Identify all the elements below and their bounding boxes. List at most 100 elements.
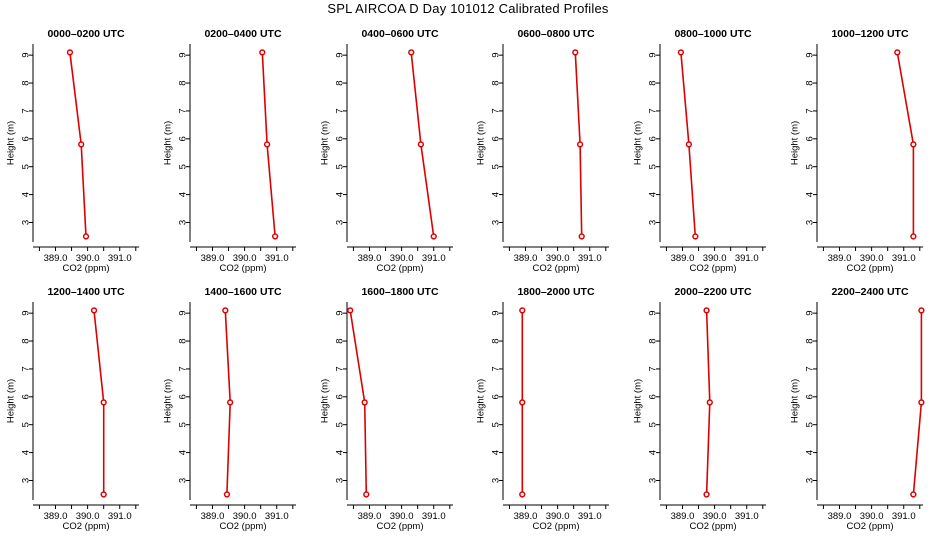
y-tick-label: 3 [491, 478, 502, 483]
data-point [100, 491, 107, 498]
x-tick-label: 391.0 [108, 253, 132, 264]
y-tick-label: 4 [335, 450, 346, 455]
figure-title: SPL AIRCOA D Day 101012 Calibrated Profi… [327, 1, 609, 16]
data-point [271, 233, 279, 240]
x-tick-label: 390.0 [76, 253, 100, 264]
y-tick-label: 8 [21, 80, 32, 85]
y-axis-label: Height (m) [320, 121, 331, 165]
y-tick-label: 5 [491, 164, 502, 169]
y-tick-label: 5 [805, 422, 816, 427]
y-tick-label: 9 [491, 53, 502, 58]
x-tick-label: 389.0 [828, 511, 852, 522]
panel-title: 1600–1800 UTC [361, 286, 438, 298]
panel-title: 0200–0400 UTC [204, 28, 281, 40]
y-tick-label: 8 [178, 80, 189, 85]
x-tick-label: 389.0 [671, 511, 695, 522]
y-tick-label: 8 [21, 338, 32, 343]
y-tick-label: 7 [335, 108, 346, 113]
data-point [347, 307, 354, 314]
y-tick-label: 4 [178, 192, 189, 197]
y-tick-label: 9 [21, 53, 32, 58]
x-tick-label: 389.0 [358, 253, 382, 264]
data-point [519, 491, 526, 498]
y-tick-label: 6 [491, 136, 502, 141]
y-tick-label: 5 [21, 164, 32, 169]
y-tick-label: 3 [648, 220, 659, 225]
y-tick-label: 4 [805, 450, 816, 455]
x-axis-label: CO2 (ppm) [377, 263, 424, 274]
y-tick-label: 9 [335, 311, 346, 316]
data-point [572, 49, 579, 56]
y-tick-label: 7 [648, 108, 659, 113]
y-tick-label: 9 [178, 311, 189, 316]
y-axis-label: Height (m) [320, 379, 331, 423]
data-point [910, 141, 917, 148]
x-tick-label: 389.0 [201, 253, 225, 264]
y-tick-label: 7 [178, 366, 189, 371]
x-axis-label: CO2 (ppm) [377, 521, 424, 532]
x-tick-label: 390.0 [546, 511, 570, 522]
x-tick-label: 390.0 [703, 253, 727, 264]
x-tick-label: 391.0 [578, 511, 602, 522]
x-tick-label: 391.0 [265, 253, 289, 264]
y-tick-label: 5 [178, 422, 189, 427]
data-point [519, 399, 526, 406]
y-tick-label: 6 [21, 136, 32, 141]
data-point [894, 49, 901, 56]
y-tick-label: 7 [491, 108, 502, 113]
y-tick-label: 9 [335, 53, 346, 58]
x-tick-label: 390.0 [233, 253, 257, 264]
x-tick-label: 391.0 [892, 511, 916, 522]
x-axis-label: CO2 (ppm) [690, 521, 737, 532]
x-tick-label: 389.0 [514, 511, 538, 522]
x-axis-label: CO2 (ppm) [220, 263, 267, 274]
y-tick-label: 4 [335, 192, 346, 197]
data-point [677, 49, 685, 56]
x-tick-label: 391.0 [265, 511, 289, 522]
y-tick-label: 4 [21, 450, 32, 455]
data-point [576, 141, 584, 148]
y-tick-label: 8 [805, 80, 816, 85]
x-axis-label: CO2 (ppm) [63, 263, 110, 274]
y-axis-label: Height (m) [6, 121, 17, 165]
y-tick-label: 7 [648, 366, 659, 371]
x-tick-label: 390.0 [860, 511, 884, 522]
y-tick-label: 7 [491, 366, 502, 371]
panel-title: 1800–2000 UTC [517, 286, 594, 298]
y-tick-label: 5 [491, 422, 502, 427]
y-tick-label: 6 [335, 394, 346, 399]
y-tick-label: 7 [805, 366, 816, 371]
y-axis-label: Height (m) [163, 121, 174, 165]
y-tick-label: 4 [21, 192, 32, 197]
x-tick-label: 391.0 [422, 511, 446, 522]
y-tick-label: 4 [805, 192, 816, 197]
y-tick-label: 5 [648, 164, 659, 169]
y-axis-label: Height (m) [476, 121, 487, 165]
x-tick-label: 391.0 [578, 253, 602, 264]
x-tick-label: 391.0 [735, 253, 759, 264]
y-tick-label: 4 [178, 450, 189, 455]
data-point [363, 491, 370, 498]
y-tick-label: 9 [805, 53, 816, 58]
x-tick-label: 389.0 [514, 253, 538, 264]
data-point [519, 307, 526, 314]
y-tick-label: 5 [648, 422, 659, 427]
panel-title: 0600–0800 UTC [517, 28, 594, 40]
y-tick-label: 6 [648, 136, 659, 141]
panel-title: 0400–0600 UTC [361, 28, 438, 40]
y-axis-label: Height (m) [163, 379, 174, 423]
y-tick-label: 7 [178, 108, 189, 113]
panel-title: 0000–0200 UTC [47, 28, 124, 40]
data-point [918, 307, 925, 314]
y-tick-label: 6 [648, 394, 659, 399]
data-point [66, 49, 74, 56]
y-tick-label: 5 [335, 164, 346, 169]
x-tick-label: 390.0 [546, 253, 570, 264]
x-tick-label: 390.0 [233, 511, 257, 522]
x-tick-label: 390.0 [703, 511, 727, 522]
x-tick-label: 389.0 [828, 253, 852, 264]
x-axis-label: CO2 (ppm) [847, 263, 894, 274]
data-point [90, 307, 98, 314]
panel-title: 1000–1200 UTC [831, 28, 908, 40]
